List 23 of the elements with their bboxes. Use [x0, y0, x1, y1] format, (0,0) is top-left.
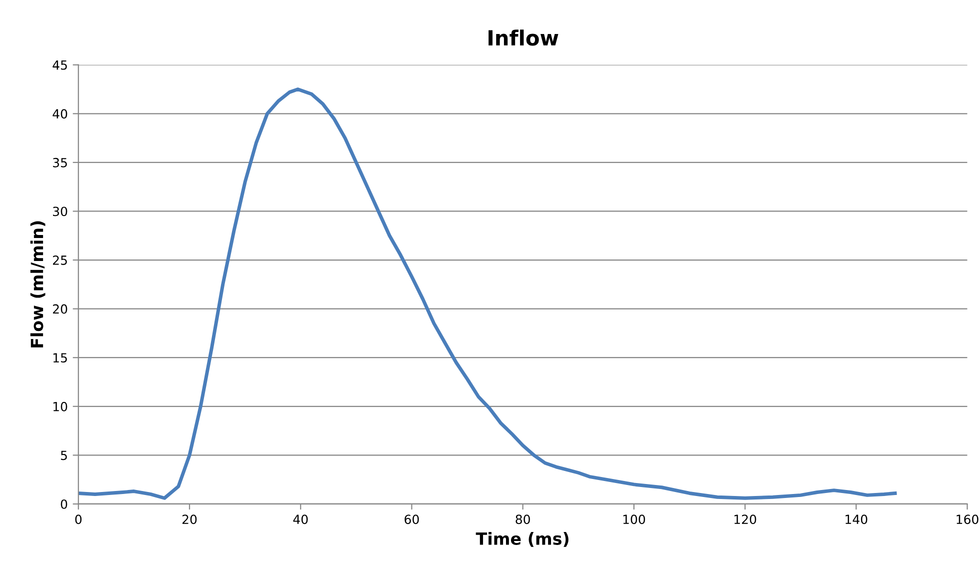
x-tick-label: 100 — [623, 514, 646, 524]
x-axis-title: Time (ms) — [476, 532, 568, 547]
y-tick-label: 25 — [52, 255, 67, 265]
y-tick-label: 40 — [52, 109, 68, 119]
y-tick-label: 5 — [60, 450, 67, 460]
y-tick-label: 45 — [52, 60, 67, 70]
x-tick-label: 40 — [293, 514, 308, 524]
line-series — [78, 88, 897, 500]
x-tick-label: 160 — [956, 514, 978, 524]
y-tick-label: 10 — [53, 402, 68, 412]
y-tick-label: 0 — [60, 499, 68, 509]
x-tick-label: 140 — [846, 514, 868, 524]
y-tick-label: 15 — [53, 353, 67, 363]
y-axis-title: Flow (ml/min) — [30, 221, 46, 348]
x-tick-label: 80 — [516, 514, 530, 524]
y-tick-label: 30 — [53, 206, 68, 216]
x-tick-label: 120 — [734, 514, 756, 524]
y-tick-label: 35 — [53, 158, 67, 168]
x-tick-label: 0 — [75, 514, 82, 524]
chart-title: Inflow — [488, 30, 558, 46]
y-tick-label: 20 — [52, 304, 68, 314]
x-tick-label: 60 — [404, 514, 419, 524]
x-tick-label: 20 — [182, 514, 197, 524]
